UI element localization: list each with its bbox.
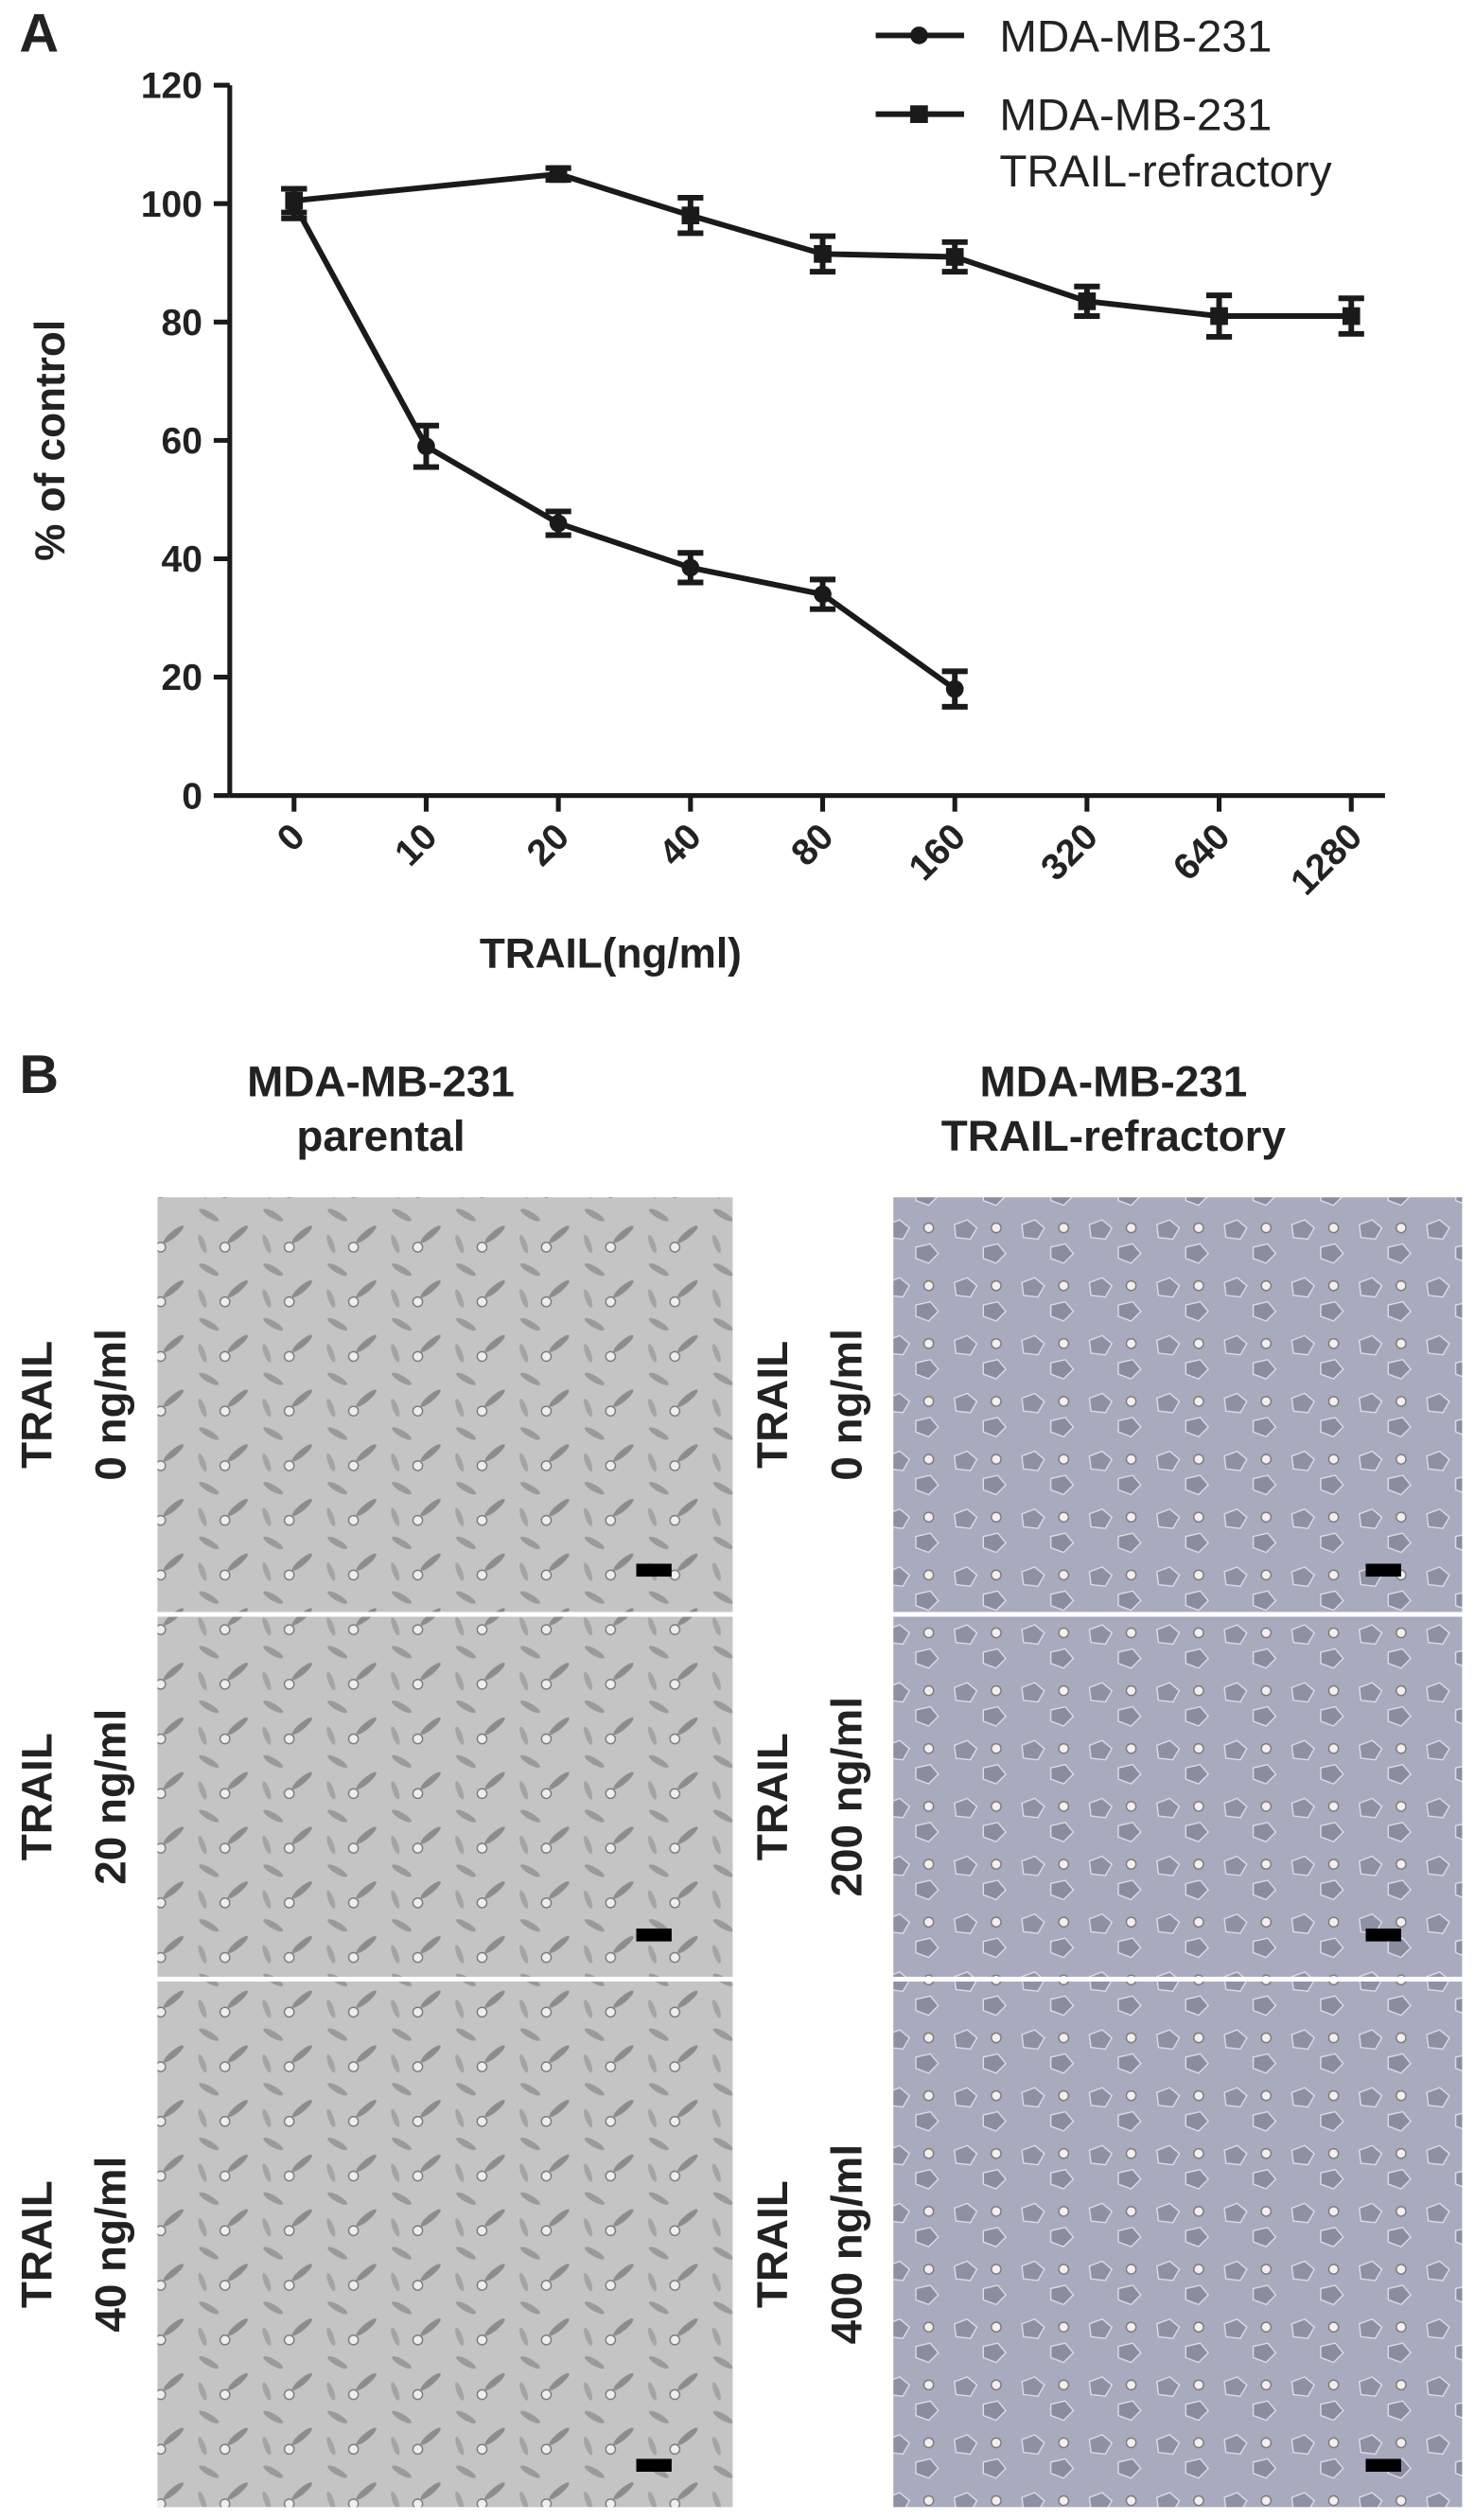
series-line: [291, 202, 957, 692]
legend-label: MDA-MB-231 TRAIL-refractory: [999, 91, 1332, 197]
x-tick-label: 160: [902, 817, 974, 889]
scale-bar: [636, 2458, 672, 2472]
point: [681, 206, 700, 225]
point: [681, 558, 700, 577]
scale-bar: [1365, 1928, 1401, 1942]
x-tick-label: 0: [270, 817, 313, 860]
point: [945, 248, 964, 266]
x-tick-label: 640: [1166, 817, 1238, 889]
column-header: MDA-MB-231 parental: [247, 1056, 515, 1160]
x-tick-label: 20: [519, 817, 577, 874]
y-tick-label: 40: [162, 539, 202, 580]
y-tick-label: 120: [141, 66, 202, 107]
scale-bar: [636, 1928, 672, 1942]
column-header: MDA-MB-231 TRAIL-refractory: [941, 1056, 1287, 1160]
scale-bar: [1365, 1563, 1401, 1577]
point: [549, 165, 568, 184]
point: [285, 191, 304, 210]
point: [945, 679, 964, 698]
row-label: TRAIL 200 ng/ml: [747, 1697, 870, 1896]
point: [549, 514, 568, 533]
micrograph: [157, 1616, 733, 1977]
legend-marker: [910, 26, 928, 44]
micrograph: [893, 1197, 1463, 1612]
micrograph: [893, 1982, 1463, 2508]
point: [417, 437, 435, 455]
x-tick-label: 40: [652, 817, 710, 874]
row-label: TRAIL 40 ng/ml: [11, 2157, 134, 2333]
row-label: TRAIL 20 ng/ml: [11, 1709, 134, 1885]
x-tick-label: 1280: [1283, 817, 1370, 904]
row-label: TRAIL 400 ng/ml: [747, 2144, 870, 2344]
x-tick-label: 320: [1033, 817, 1105, 889]
scale-bar: [636, 1563, 672, 1577]
y-tick-label: 100: [141, 185, 202, 225]
row-label: TRAIL 0 ng/ml: [11, 1329, 134, 1480]
y-tick-label: 60: [162, 421, 202, 462]
x-tick-label: 80: [783, 817, 841, 874]
y-axis-label: % of control: [27, 320, 74, 561]
legend-marker: [910, 105, 928, 123]
point: [814, 585, 832, 604]
x-tick-label: 10: [387, 817, 445, 874]
panel-label: B: [19, 1045, 59, 1105]
point: [814, 245, 832, 263]
micrograph: [157, 1197, 733, 1612]
panel-label: A: [19, 3, 59, 63]
point: [1342, 307, 1361, 326]
y-tick-label: 80: [162, 303, 202, 344]
x-axis-label: TRAIL(ng/ml): [480, 930, 742, 977]
point: [1210, 307, 1228, 326]
series-line: [293, 170, 1352, 320]
scale-bar: [1365, 2458, 1401, 2472]
point: [1078, 292, 1097, 310]
micrograph: [157, 1982, 733, 2508]
micrograph: [893, 1616, 1463, 1977]
legend-label: MDA-MB-231: [999, 11, 1272, 62]
row-label: TRAIL 0 ng/ml: [747, 1329, 870, 1480]
y-tick-label: 0: [182, 776, 202, 817]
y-tick-label: 20: [162, 658, 202, 698]
